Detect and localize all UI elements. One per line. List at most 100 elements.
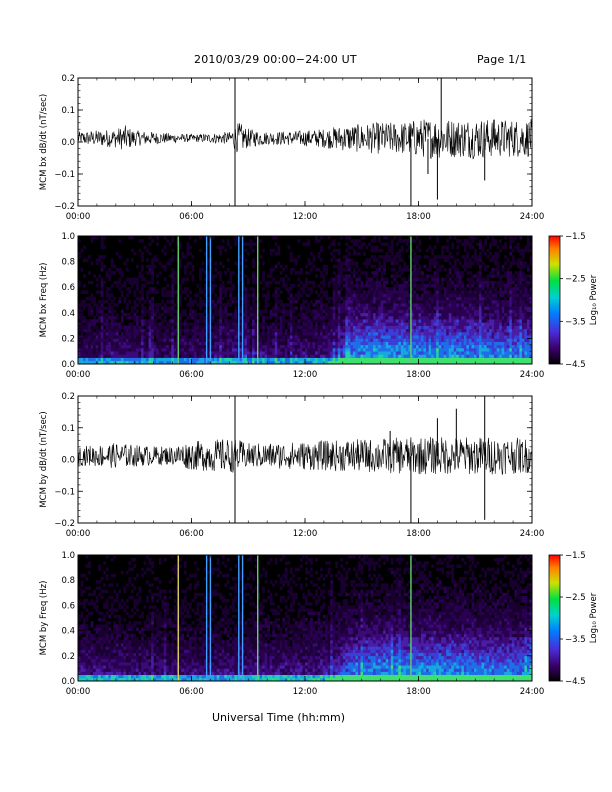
spectrogram-cell (128, 341, 132, 346)
spectrogram-cell (148, 300, 152, 304)
spectrogram-cell (519, 338, 523, 342)
spectrogram-cell (289, 328, 293, 333)
spectrogram-cell (274, 344, 278, 349)
spectrogram-cell (360, 348, 364, 352)
spectrogram-cell (274, 280, 278, 285)
spectrogram-cell (511, 316, 515, 320)
spectrogram-cell (325, 316, 328, 320)
spectrogram-cell (521, 312, 525, 317)
spectrogram-cell (88, 341, 91, 346)
spectrogram-cell (393, 341, 397, 346)
spectrogram-cell (365, 312, 369, 317)
spectrogram-cell (110, 348, 114, 352)
colorbar-gradient (548, 235, 561, 365)
spectrogram-cell (441, 296, 445, 301)
spectrogram-cell (224, 328, 228, 333)
spectrogram-cell (244, 348, 248, 352)
spectrogram-cell (138, 248, 142, 253)
spectrogram-cell (196, 303, 200, 307)
spectrogram-cell (337, 306, 341, 310)
spectrogram-cell (294, 325, 298, 330)
spectrogram-cell (103, 255, 107, 259)
spectrogram-cell (526, 322, 530, 326)
spectrogram-cell (516, 287, 520, 291)
spectrogram-cell (194, 341, 197, 346)
spectrogram-cell (118, 354, 122, 358)
spectrogram-cell (494, 268, 497, 272)
spectrogram-cell (264, 348, 268, 352)
spectrogram-cell (105, 328, 109, 333)
spectrogram-cell (262, 248, 265, 253)
spectrogram-cell (98, 344, 101, 349)
spectrogram-cell (120, 312, 124, 317)
spectrogram-cell (385, 296, 389, 301)
spectrogram-cell (471, 239, 475, 243)
spectrogram-cell (274, 316, 278, 320)
spectrogram-cell (526, 325, 530, 330)
spectrogram-cell (249, 344, 253, 349)
spectrogram-cell (355, 344, 359, 349)
spectrogram-cell (441, 338, 445, 342)
spectrogram-cell (83, 328, 86, 333)
spectrogram-cell (461, 290, 465, 294)
spectrogram-cell (287, 287, 291, 291)
spectrogram-cell (385, 335, 389, 339)
spectrogram-cell (153, 319, 157, 323)
spectrogram-cell (302, 348, 306, 352)
spectrogram-cell (279, 357, 283, 362)
spectrogram-cell (269, 351, 273, 355)
spectrogram-cell (196, 351, 200, 355)
spectrogram-cell (108, 268, 112, 272)
spectrogram-cell (511, 277, 515, 282)
spectrogram-cell (395, 328, 399, 333)
spectrogram-cell (466, 312, 470, 317)
spectrogram-cell (413, 351, 417, 355)
spectrogram-cell (526, 328, 530, 333)
spectrogram-cell (95, 341, 99, 346)
spectrogram-cell (506, 360, 510, 365)
spectrogram-cell (342, 306, 346, 310)
spectrogram-cell (219, 360, 223, 365)
spectrogram-cell (206, 296, 210, 301)
spectrogram-cell (120, 338, 124, 342)
spectrogram-cell (337, 252, 341, 256)
spectrogram-cell (385, 322, 389, 326)
spectrogram-cell (463, 319, 467, 323)
spectrogram-cell (506, 335, 510, 339)
spectrogram-cell (216, 351, 220, 355)
spectrogram-cell (272, 277, 276, 282)
spectrogram-cell (297, 296, 301, 301)
spectrogram-cell (317, 316, 321, 320)
spectrogram-cell (274, 303, 278, 307)
spectrogram-cell (506, 319, 510, 323)
spectrogram-cell (426, 319, 429, 323)
spectrogram-cell (204, 357, 207, 362)
spectrogram-cell (521, 296, 525, 301)
spectrogram-cell (345, 312, 349, 317)
spectrogram-cell (322, 325, 326, 330)
spectrogram-cell (410, 290, 414, 294)
spectrogram-cell (158, 303, 162, 307)
spectrogram-cell (365, 261, 369, 266)
spectrogram-cell (95, 351, 99, 355)
spectrogram-cell (509, 236, 513, 240)
spectrogram-cell (458, 239, 462, 243)
spectrogram-cell (199, 338, 202, 342)
spectrogram-cell (423, 309, 427, 314)
spectrogram-cell (138, 360, 142, 365)
spectrogram-cell (388, 335, 392, 339)
spectrogram-cell (234, 360, 238, 365)
spectrogram-cell (347, 284, 351, 288)
spectrogram-cell (191, 309, 195, 314)
spectrogram-cell (466, 354, 470, 358)
spectrogram-cell (161, 360, 165, 365)
spectrogram-cell (299, 328, 303, 333)
spectrogram-cell (337, 312, 341, 317)
spectrogram-cell (123, 351, 127, 355)
spectrogram-cell (448, 344, 452, 349)
spectrogram-cell (448, 338, 452, 342)
spectrogram-cell (146, 293, 149, 298)
spectrogram-cell (163, 328, 167, 333)
spectrogram-cell (441, 351, 445, 355)
spectrogram-cell (252, 335, 255, 339)
